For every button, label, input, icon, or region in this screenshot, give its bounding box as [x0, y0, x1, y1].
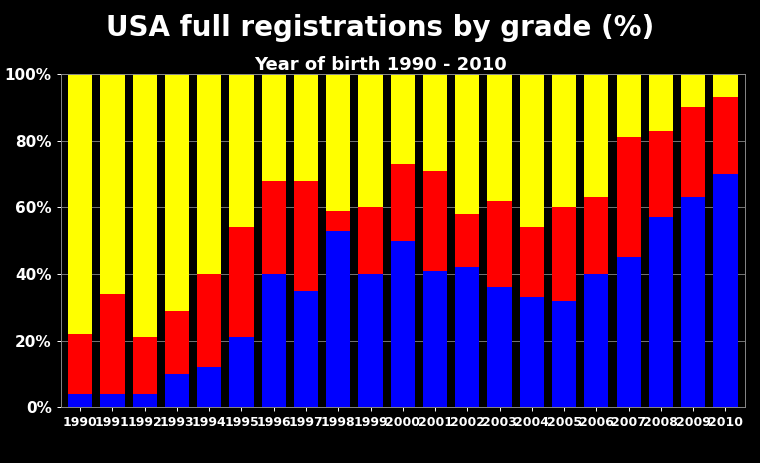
Bar [552, 207, 576, 301]
Bar [681, 197, 705, 407]
Bar [359, 74, 382, 207]
Bar [714, 74, 737, 97]
Bar [230, 74, 254, 227]
Bar [423, 74, 447, 171]
Bar [487, 201, 511, 288]
Bar [261, 274, 286, 407]
Bar [520, 227, 544, 297]
Bar [520, 297, 544, 407]
Bar [487, 288, 511, 407]
Bar [197, 274, 221, 368]
Bar [294, 291, 318, 407]
Bar [230, 227, 254, 338]
Bar [359, 274, 382, 407]
Bar [584, 274, 609, 407]
Bar [455, 74, 480, 214]
Bar [326, 74, 350, 211]
Bar [132, 338, 157, 394]
Bar [423, 171, 447, 271]
Bar [165, 74, 189, 311]
Bar [552, 301, 576, 407]
Text: Year of birth 1990 - 2010: Year of birth 1990 - 2010 [254, 56, 506, 74]
Bar [616, 74, 641, 138]
Bar [487, 74, 511, 201]
Bar [294, 74, 318, 181]
Bar [714, 97, 737, 174]
Bar [197, 368, 221, 407]
Bar [681, 107, 705, 197]
Bar [197, 74, 221, 274]
Bar [132, 394, 157, 407]
Bar [649, 74, 673, 131]
Bar [132, 74, 157, 338]
Bar [552, 74, 576, 207]
Bar [520, 74, 544, 227]
Bar [68, 394, 92, 407]
Bar [261, 181, 286, 274]
Bar [230, 338, 254, 407]
Bar [326, 211, 350, 231]
Bar [455, 214, 480, 268]
Bar [100, 394, 125, 407]
Bar [584, 74, 609, 197]
Bar [68, 334, 92, 394]
Bar [100, 294, 125, 394]
Bar [616, 257, 641, 407]
Bar [165, 311, 189, 374]
Bar [100, 74, 125, 294]
Bar [423, 271, 447, 407]
Bar [261, 74, 286, 181]
Bar [326, 231, 350, 407]
Bar [616, 138, 641, 257]
Bar [649, 218, 673, 407]
Bar [681, 74, 705, 107]
Bar [391, 241, 415, 407]
Bar [165, 374, 189, 407]
Bar [68, 74, 92, 334]
Bar [391, 74, 415, 164]
Bar [649, 131, 673, 218]
Bar [294, 181, 318, 291]
Bar [714, 174, 737, 407]
Bar [359, 207, 382, 274]
Text: USA full registrations by grade (%): USA full registrations by grade (%) [106, 14, 654, 42]
Bar [391, 164, 415, 241]
Bar [584, 197, 609, 274]
Bar [455, 268, 480, 407]
